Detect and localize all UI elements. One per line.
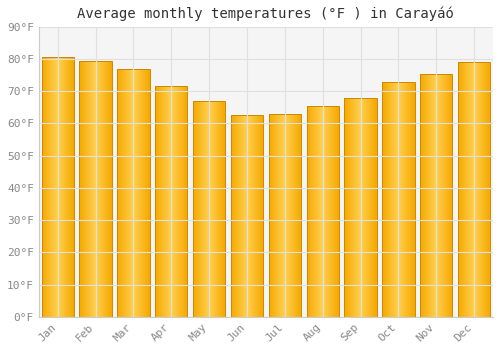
Bar	[344, 98, 376, 317]
Bar	[269, 114, 301, 317]
Bar	[193, 101, 225, 317]
Bar	[306, 106, 339, 317]
Bar	[118, 69, 150, 317]
Bar	[231, 116, 263, 317]
Bar	[80, 61, 112, 317]
Bar	[382, 82, 414, 317]
Bar	[420, 74, 452, 317]
Bar	[458, 62, 490, 317]
Bar	[42, 57, 74, 317]
Bar	[155, 86, 188, 317]
Title: Average monthly temperatures (°F ) in Carayáó: Average monthly temperatures (°F ) in Ca…	[78, 7, 454, 21]
